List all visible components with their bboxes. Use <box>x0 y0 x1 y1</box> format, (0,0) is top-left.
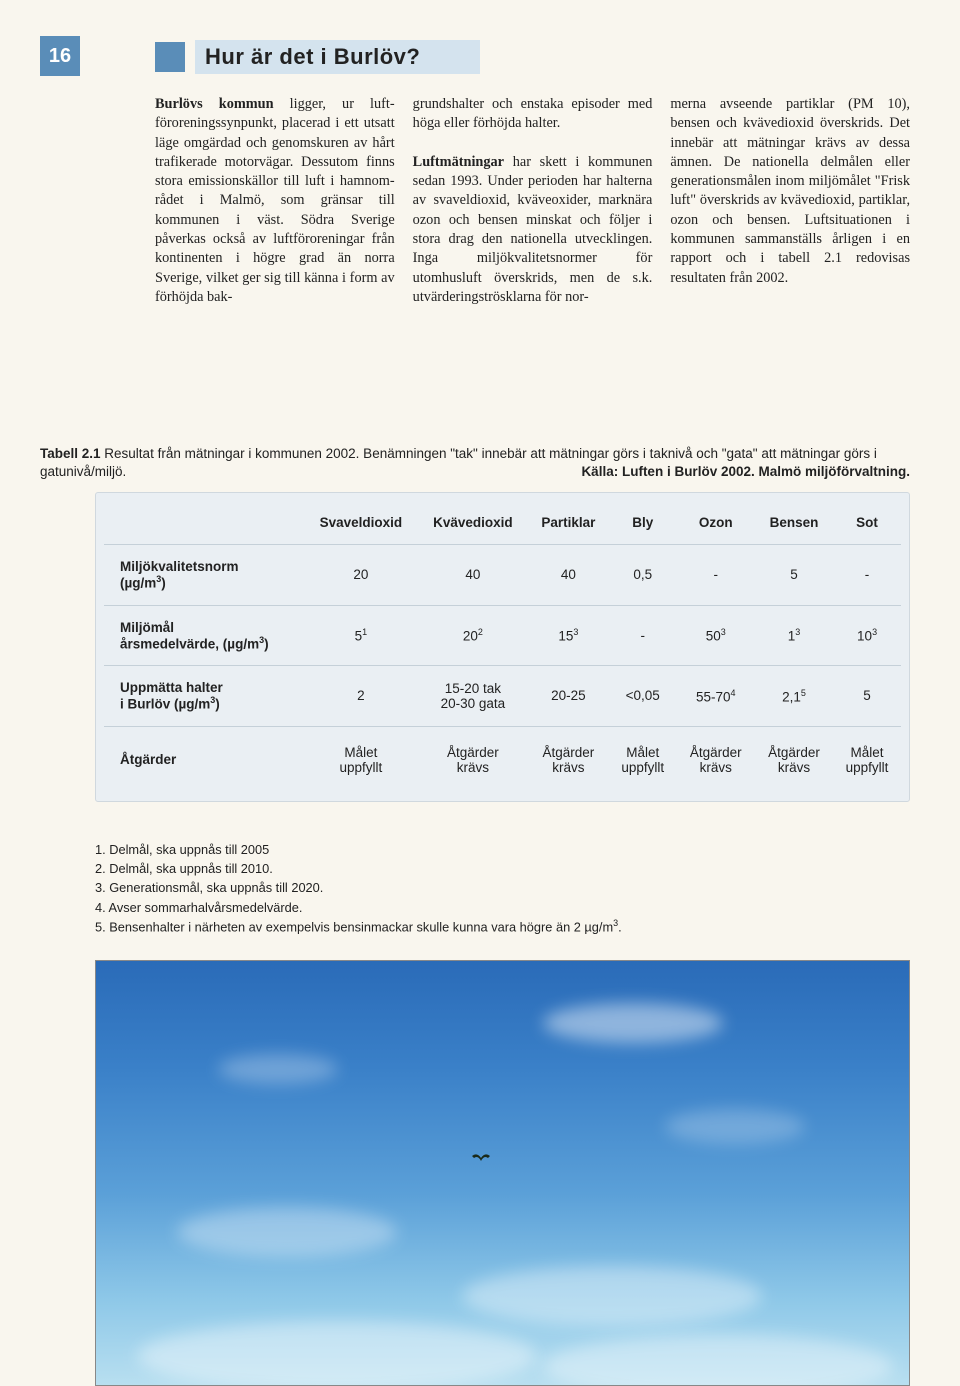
table-cell: 20 <box>304 545 418 606</box>
table-cell: 20-25 <box>528 666 609 727</box>
table-cell: 202 <box>418 605 528 666</box>
table-header-cell: Partiklar <box>528 501 609 545</box>
section-title-row: Hur är det i Burlöv? <box>155 40 480 74</box>
table-cell: <0,05 <box>609 666 677 727</box>
footnote-line: 4. Avser sommarhalvårsmedelvärde. <box>95 898 622 917</box>
table-row: Uppmätta halteri Burlöv (µg/m3)215-20 ta… <box>104 666 901 727</box>
measurements-table: Svavel­dioxidKväve­dioxidPartiklarBlyOzo… <box>104 501 901 793</box>
table-cell: 2 <box>304 666 418 727</box>
table-row: ÅtgärderMåletuppfylltÅtgärderkrävsÅtgärd… <box>104 726 901 793</box>
table-header-cell: Sot <box>833 501 901 545</box>
table-cell: 55-704 <box>677 666 755 727</box>
table-caption-source: Källa: Luften i Burlöv 2002. Malmö miljö… <box>581 463 910 481</box>
footnote-line: 1. Delmål, ska uppnås till 2005 <box>95 840 622 859</box>
table-cell: - <box>609 605 677 666</box>
table-cell: 40 <box>528 545 609 606</box>
body-column-3: merna avseende partiklar (PM 10), bensen… <box>670 95 910 307</box>
table-cell: 5 <box>755 545 833 606</box>
table-cell: - <box>677 545 755 606</box>
section-title: Hur är det i Burlöv? <box>195 40 480 74</box>
table-cell: 15-20 tak20-30 gata <box>418 666 528 727</box>
data-table-container: Svavel­dioxidKväve­dioxidPartiklarBlyOzo… <box>95 492 910 802</box>
table-header-cell: Svavel­dioxid <box>304 501 418 545</box>
table-caption: Tabell 2.1 Resultat från mätningar i kom… <box>40 445 910 481</box>
table-header-cell: Bensen <box>755 501 833 545</box>
table-cell: Åtgärderkrävs <box>528 726 609 793</box>
table-header-row: Svavel­dioxidKväve­dioxidPartiklarBlyOzo… <box>104 501 901 545</box>
table-body: Miljökvalitetsnorm(µg/m3)2040400,5-5-Mil… <box>104 545 901 793</box>
table-cell: Åtgärderkrävs <box>418 726 528 793</box>
table-cell: 51 <box>304 605 418 666</box>
table-cell: 0,5 <box>609 545 677 606</box>
table-cell: Måletuppfyllt <box>833 726 901 793</box>
footnote-line: 3. Generationsmål, ska uppnås till 2020. <box>95 878 622 897</box>
table-cell: 103 <box>833 605 901 666</box>
table-header-cell <box>104 501 304 545</box>
table-cell: 153 <box>528 605 609 666</box>
table-cell: 2,15 <box>755 666 833 727</box>
table-header-cell: Bly <box>609 501 677 545</box>
footnote-line: 2. Delmål, ska uppnås till 2010. <box>95 859 622 878</box>
table-row-label: Uppmätta halteri Burlöv (µg/m3) <box>104 666 304 727</box>
table-header-cell: Ozon <box>677 501 755 545</box>
table-cell: 5 <box>833 666 901 727</box>
table-cell: 503 <box>677 605 755 666</box>
table-row-label: Åtgärder <box>104 726 304 793</box>
table-row: Miljökvalitetsnorm(µg/m3)2040400,5-5- <box>104 545 901 606</box>
body-text-columns: Burlövs kommun ligger, ur luft­förorenin… <box>155 95 910 307</box>
table-row-label: Miljömålårsmedelvärde, (µg/m3) <box>104 605 304 666</box>
table-cell: Måletuppfyllt <box>609 726 677 793</box>
page-number: 16 <box>40 36 80 76</box>
body-column-2: grundshalter och enstaka episoder med hö… <box>413 95 653 307</box>
table-row: Miljömålårsmedelvärde, (µg/m3)51202153-5… <box>104 605 901 666</box>
table-footnotes: 1. Delmål, ska uppnås till 20052. Delmål… <box>95 840 622 936</box>
footnote-line: 5. Bensenhalter i närheten av exempelvis… <box>95 917 622 936</box>
sky-photo <box>95 960 910 1386</box>
table-row-label: Miljökvalitetsnorm(µg/m3) <box>104 545 304 606</box>
table-header-cell: Kväve­dioxid <box>418 501 528 545</box>
title-accent-box <box>155 42 185 72</box>
body-column-1: Burlövs kommun ligger, ur luft­förorenin… <box>155 95 395 307</box>
table-caption-label: Tabell 2.1 <box>40 446 101 461</box>
table-cell: - <box>833 545 901 606</box>
table-cell: Åtgärderkrävs <box>677 726 755 793</box>
bird-icon <box>470 1152 492 1166</box>
table-cell: Åtgärderkrävs <box>755 726 833 793</box>
table-cell: 13 <box>755 605 833 666</box>
table-cell: 40 <box>418 545 528 606</box>
table-cell: Måletuppfyllt <box>304 726 418 793</box>
